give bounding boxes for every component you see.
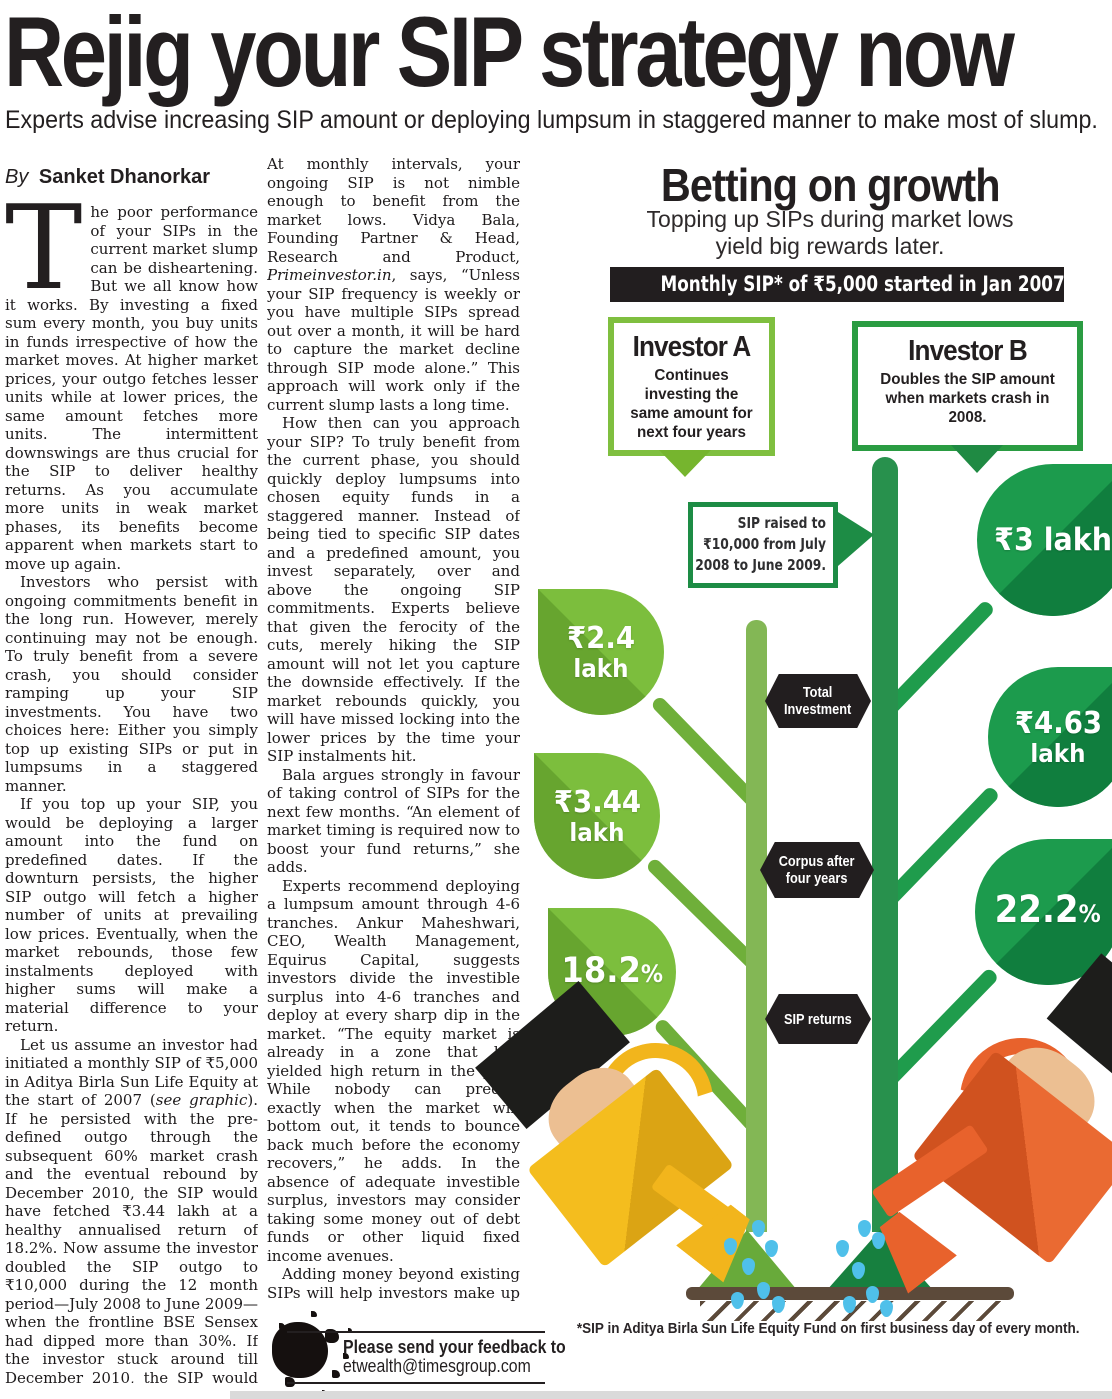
water-drop-icon <box>757 1282 770 1299</box>
leaf-corpus-a: ₹3.44 lakh <box>534 753 660 879</box>
byline-prefix: By <box>5 166 29 188</box>
paragraph: Investors who persist with ongoing commi… <box>5 573 258 795</box>
investor-a-title: Investor A <box>632 331 752 363</box>
water-drop-icon <box>742 1258 755 1275</box>
stem-investor-b <box>872 457 898 1232</box>
paragraph: Bala argues strongly in favour of taking… <box>267 765 520 877</box>
drop-cap: T <box>5 203 83 316</box>
investor-b-desc: Doubles the SIP amount when markets cras… <box>880 371 1055 426</box>
watering-can-left-icon <box>475 980 795 1300</box>
byline: By Sanket Dhanorkar <box>5 166 210 189</box>
infographic-subtitle: Topping up SIPs during market lows yield… <box>646 206 1014 259</box>
sip-raised-callout: SIP raised to ₹10,000 from July 2008 to … <box>688 502 838 588</box>
water-drop-icon <box>880 1300 893 1317</box>
article-column-2: At monthly intervals, your ongoing SIP i… <box>267 155 520 1303</box>
ribbon-total-investment: Total Investment <box>765 674 871 728</box>
leaf-total-investment-a: ₹2.4 lakh <box>538 589 664 715</box>
water-drop-icon <box>724 1238 737 1255</box>
paragraph: If you top up your SIP, you would be dep… <box>5 795 258 1035</box>
feedback-block: Please send your feedback to etwealth@ti… <box>262 1300 566 1399</box>
paragraph: How then can you approach your SIP? To t… <box>267 414 520 765</box>
page-subtitle: Experts advise increasing SIP amount or … <box>5 106 1098 134</box>
water-drop-icon <box>858 1220 871 1237</box>
infographic-title: Betting on growth <box>660 159 1001 211</box>
investor-b-box: Investor B Doubles the SIP amount when m… <box>852 321 1083 451</box>
water-drop-icon <box>843 1296 856 1313</box>
byline-name: Sanket Dhanorkar <box>38 166 211 188</box>
investor-a-box: Investor A Continues investing the same … <box>608 317 775 456</box>
watering-can-right-icon <box>842 953 1112 1300</box>
water-drop-icon <box>752 1220 765 1237</box>
leaf-returns-b: 22.2% <box>975 839 1112 985</box>
paragraph: Experts recommend deploying a lumpsum am… <box>267 876 520 1265</box>
paragraph: Let us assume an investor had initiated … <box>5 1035 258 1384</box>
water-drop-icon <box>765 1240 778 1257</box>
water-drop-icon <box>772 1296 785 1313</box>
feedback-box: Please send your feedback to etwealth@ti… <box>287 1331 566 1384</box>
water-drop-icon <box>852 1262 865 1279</box>
water-drop-icon <box>836 1240 849 1257</box>
infographic-footnote: *SIP in Aditya Birla Sun Life Equity Fun… <box>577 1320 1080 1337</box>
bottom-divider <box>230 1391 1112 1399</box>
page-title: Rejig your SIP strategy now <box>4 0 1015 107</box>
stem-investor-a <box>746 620 767 1232</box>
water-drop-icon <box>731 1292 744 1309</box>
investor-b-title: Investor B <box>908 335 1028 367</box>
investor-a-desc: Continues investing the same amount for … <box>630 367 753 441</box>
leaf-total-investment-b: ₹3 lakh <box>977 464 1112 616</box>
paragraph: At monthly intervals, your ongoing SIP i… <box>267 155 520 414</box>
paragraph: Adding money beyond existing SIPs will h… <box>267 1265 520 1303</box>
water-drop-icon <box>872 1232 885 1249</box>
leaf-corpus-b: ₹4.63 lakh <box>988 667 1112 807</box>
ribbon-sip-returns: SIP returns <box>765 994 871 1044</box>
callout-tail <box>838 512 874 566</box>
feedback-email: etwealth@timesgroup.com <box>343 1356 531 1376</box>
water-drop-icon <box>866 1286 879 1303</box>
investor-a-pointer <box>659 450 711 477</box>
ribbon-corpus: Corpus after four years <box>760 842 874 898</box>
feedback-label: Please send your feedback to <box>343 1337 566 1357</box>
sip-raised-text: SIP raised to ₹10,000 from July 2008 to … <box>695 514 826 574</box>
infographic-banner: Monthly SIP* of ₹5,000 started in Jan 20… <box>610 267 1065 302</box>
